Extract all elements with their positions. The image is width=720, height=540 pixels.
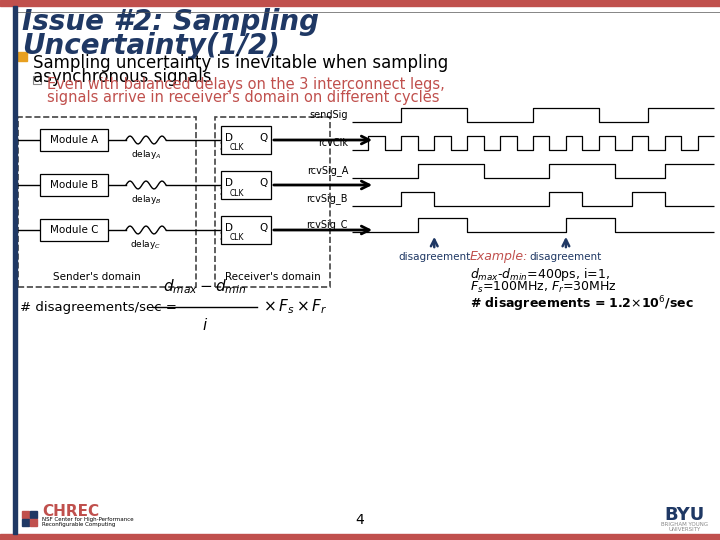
FancyBboxPatch shape [18, 117, 196, 287]
Text: Q: Q [259, 178, 267, 188]
Text: NSF Center for High-Performance
Reconfigurable Computing: NSF Center for High-Performance Reconfig… [42, 517, 134, 528]
Text: BRIGHAM YOUNG
UNIVERSITY: BRIGHAM YOUNG UNIVERSITY [662, 522, 708, 532]
Text: BYU: BYU [665, 506, 705, 524]
Text: Uncertainty(1/2): Uncertainty(1/2) [22, 32, 280, 60]
Text: rcvSig_C: rcvSig_C [307, 220, 348, 231]
Text: $i$: $i$ [202, 317, 208, 333]
Text: rcvSig_A: rcvSig_A [307, 166, 348, 177]
Bar [0, 0, 720, 6]
Text: D: D [225, 223, 233, 233]
Text: Sender's domain: Sender's domain [53, 272, 141, 282]
Bar [33, 76, 41, 84]
Text: CLK: CLK [230, 233, 245, 242]
Bar [30, 519, 37, 526]
Text: D: D [225, 133, 233, 143]
Text: delay$_{B}$: delay$_{B}$ [130, 193, 161, 206]
Text: Issue #2: Sampling: Issue #2: Sampling [22, 8, 319, 36]
Text: CHREC: CHREC [42, 504, 99, 519]
Text: asynchronous signals: asynchronous signals [33, 68, 212, 86]
Text: rcvSig_B: rcvSig_B [307, 193, 348, 205]
Bar [13, 6, 17, 534]
Text: Q: Q [259, 133, 267, 143]
FancyBboxPatch shape [215, 117, 330, 287]
Text: $d_{max} - d_{min}$: $d_{max} - d_{min}$ [163, 278, 246, 296]
FancyBboxPatch shape [40, 174, 108, 196]
Text: disagreement: disagreement [530, 252, 602, 262]
Text: rcvClk: rcvClk [318, 138, 348, 148]
Text: Module B: Module B [50, 180, 98, 190]
Text: Receiver's domain: Receiver's domain [225, 272, 320, 282]
FancyBboxPatch shape [40, 219, 108, 241]
Text: $F_s$=100MHz, $F_r$=30MHz: $F_s$=100MHz, $F_r$=30MHz [470, 280, 617, 295]
Text: sendSig: sendSig [310, 110, 348, 120]
Text: Sampling uncertainty is inevitable when sampling: Sampling uncertainty is inevitable when … [33, 54, 449, 72]
Bar [0, 534, 720, 540]
Text: 4: 4 [356, 513, 364, 527]
Text: signals arrive in receiver's domain on different cycles: signals arrive in receiver's domain on d… [47, 90, 439, 105]
FancyBboxPatch shape [221, 171, 271, 199]
FancyBboxPatch shape [221, 126, 271, 154]
Bar [22, 519, 29, 526]
FancyBboxPatch shape [221, 216, 271, 244]
Text: Example:: Example: [470, 250, 528, 263]
Text: Q: Q [259, 223, 267, 233]
Text: delay$_{A}$: delay$_{A}$ [131, 148, 161, 161]
Text: CLK: CLK [230, 144, 245, 152]
Text: Module A: Module A [50, 135, 98, 145]
Text: $d_{max}$-$d_{min}$=400ps, i=1,: $d_{max}$-$d_{min}$=400ps, i=1, [470, 266, 610, 283]
Text: disagreement: disagreement [398, 252, 470, 262]
Bar [18, 52, 27, 61]
Text: Module C: Module C [50, 225, 98, 235]
Text: D: D [225, 178, 233, 188]
Text: CLK: CLK [230, 188, 245, 198]
Text: Even with balanced delays on the 3 interconnect legs,: Even with balanced delays on the 3 inter… [47, 77, 445, 92]
FancyBboxPatch shape [40, 129, 108, 151]
Bar [30, 511, 37, 518]
Bar [22, 511, 29, 518]
Text: # disagreements/sec =: # disagreements/sec = [20, 300, 181, 314]
Text: # disagreements = 1.2$\times$10$^6$/sec: # disagreements = 1.2$\times$10$^6$/sec [470, 294, 693, 314]
Text: $\times\, F_s \times F_r$: $\times\, F_s \times F_r$ [263, 298, 328, 316]
Text: delay$_{C}$: delay$_{C}$ [130, 238, 161, 251]
